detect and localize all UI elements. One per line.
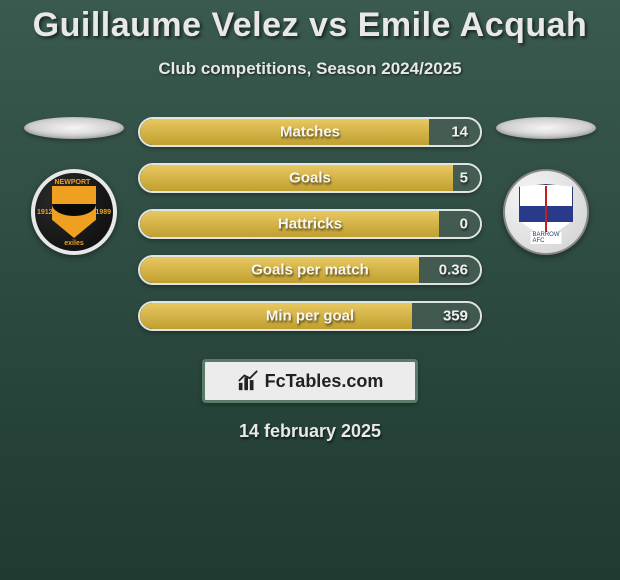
stat-row: Hattricks 0	[138, 209, 482, 239]
brand-text: FcTables.com	[265, 371, 384, 392]
right-club-badge: BARROW AFC	[503, 169, 589, 255]
right-player-avatar	[496, 117, 596, 139]
stat-label: Min per goal	[266, 308, 354, 325]
badge-ribbon: BARROW AFC	[531, 232, 562, 244]
stat-row: Matches 14	[138, 117, 482, 147]
brand-badge: FcTables.com	[202, 359, 418, 403]
stat-value: 14	[451, 124, 468, 141]
stat-row: Min per goal 359	[138, 301, 482, 331]
badge-bottom-text: exiles	[64, 240, 83, 247]
stats-bars: Matches 14 Goals 5 Hattricks 0 Goals per match…	[138, 117, 482, 331]
badge-year-right: 1989	[95, 209, 111, 216]
page-subtitle: Club competitions, Season 2024/2025	[0, 59, 620, 79]
stat-value: 359	[443, 308, 468, 325]
stat-label: Hattricks	[278, 216, 342, 233]
page-title: Guillaume Velez vs Emile Acquah	[0, 6, 620, 45]
stat-row: Goals 5	[138, 163, 482, 193]
stat-label: Matches	[280, 124, 340, 141]
bar-chart-icon	[237, 370, 259, 392]
badge-year-left: 1912	[37, 209, 53, 216]
snapshot-date: 14 february 2025	[0, 421, 620, 442]
left-club-badge: NEWPORT COUNTY AFC 1912 1989 exiles	[31, 169, 117, 255]
stat-value: 0	[460, 216, 468, 233]
stat-label: Goals	[289, 170, 331, 187]
stat-value: 5	[460, 170, 468, 187]
comparison-panel: NEWPORT COUNTY AFC 1912 1989 exiles Matc…	[0, 117, 620, 331]
stat-row: Goals per match 0.36	[138, 255, 482, 285]
left-player-avatar	[24, 117, 124, 139]
left-player-column: NEWPORT COUNTY AFC 1912 1989 exiles	[24, 117, 124, 255]
stat-value: 0.36	[439, 262, 468, 279]
right-player-column: BARROW AFC	[496, 117, 596, 255]
stat-label: Goals per match	[251, 262, 369, 279]
